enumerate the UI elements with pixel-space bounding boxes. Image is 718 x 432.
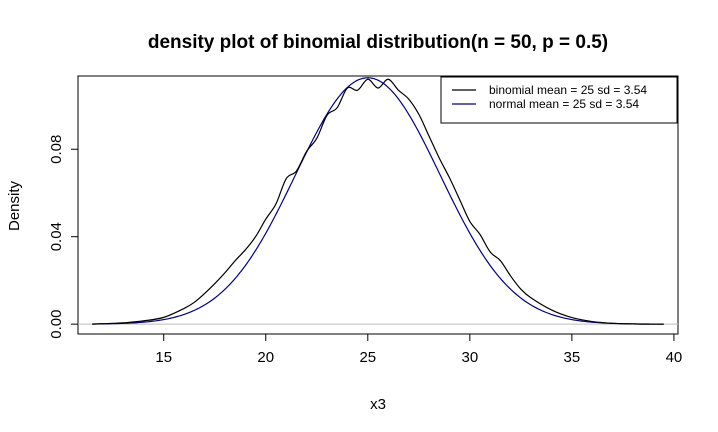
x-axis-label: x3 bbox=[370, 396, 386, 413]
x-tick-label: 20 bbox=[257, 349, 274, 366]
x-tick-label: 25 bbox=[359, 349, 376, 366]
axes: 15 20 25 30 35 40 0.00 0.04 0.08 bbox=[48, 135, 682, 366]
x-tick-label: 35 bbox=[564, 349, 581, 366]
legend-box bbox=[440, 76, 678, 124]
y-tick-label: 0.00 bbox=[48, 310, 65, 339]
x-tick-label: 40 bbox=[666, 349, 683, 366]
binomial-density-line bbox=[92, 78, 664, 325]
y-tick-label: 0.04 bbox=[48, 222, 65, 251]
legend-label: binomial mean = 25 sd = 3.54 bbox=[489, 83, 647, 97]
chart-title: density plot of binomial distribution(n … bbox=[148, 32, 608, 53]
normal-density-line bbox=[92, 77, 664, 325]
y-tick-label: 0.08 bbox=[48, 135, 65, 164]
x-tick-label: 30 bbox=[461, 349, 478, 366]
y-axis-label: Density bbox=[6, 180, 23, 231]
x-tick-label: 15 bbox=[155, 349, 172, 366]
legend-label: normal mean = 25 sd = 3.54 bbox=[489, 97, 639, 111]
series-layer bbox=[78, 77, 678, 325]
